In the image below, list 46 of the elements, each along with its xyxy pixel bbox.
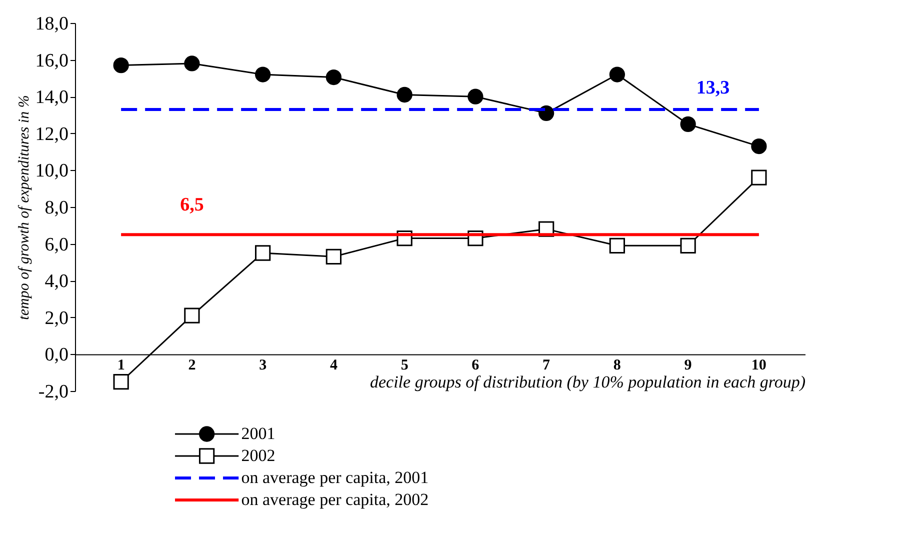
x-tick-label: 4 (330, 358, 338, 374)
point (609, 66, 626, 82)
x-tick-label: 5 (400, 358, 408, 374)
point (113, 58, 129, 74)
y-tick-label: 18,0 (35, 14, 68, 34)
point (538, 105, 554, 121)
legend-label: 2002 (241, 446, 276, 465)
annotation: 13,3 (696, 77, 730, 98)
point (751, 170, 767, 186)
x-tick-label: 7 (542, 358, 551, 374)
point (254, 245, 271, 261)
x-tick-label: 6 (472, 358, 480, 374)
x-tick-label: 8 (613, 358, 621, 374)
legend-label: 2001 (241, 424, 276, 443)
point (254, 66, 271, 82)
point (609, 238, 626, 254)
point (326, 69, 342, 86)
point (396, 86, 412, 103)
x-tick-label: 9 (684, 358, 692, 374)
y-tick-label: 2,0 (44, 308, 68, 329)
y-tick-label: 4,0 (44, 271, 68, 292)
y-axis-title: tempo of growth of expenditures in % (16, 95, 32, 320)
point (326, 248, 342, 264)
legend-label: on average per capita, 2001 (241, 468, 429, 487)
point (468, 88, 484, 104)
x-tick-label: 10 (751, 358, 766, 374)
legend-label: on average per capita, 2002 (241, 490, 429, 509)
x-tick-label: 2 (188, 358, 196, 374)
point (680, 116, 696, 132)
y-tick-label: 10,0 (35, 160, 68, 182)
point (184, 56, 200, 72)
x-axis-title: decile groups of distribution (by 10% population in each group) (370, 372, 806, 392)
point (113, 374, 129, 390)
point (184, 308, 200, 324)
annotation: 6,5 (180, 194, 204, 216)
x-tick-label: 1 (117, 358, 125, 374)
y-tick-label: 16,0 (35, 50, 68, 72)
y-tick-label: 6,0 (44, 234, 68, 256)
x-tick-label: 3 (259, 358, 267, 374)
y-tick-label: 14,0 (35, 87, 68, 108)
point (680, 238, 696, 254)
y-tick-label: 12,0 (35, 124, 68, 145)
y-tick-label: 0,0 (44, 344, 68, 366)
y-tick-label: -2,0 (38, 382, 68, 402)
y-tick-label: 8,0 (44, 198, 68, 218)
point (751, 138, 767, 154)
